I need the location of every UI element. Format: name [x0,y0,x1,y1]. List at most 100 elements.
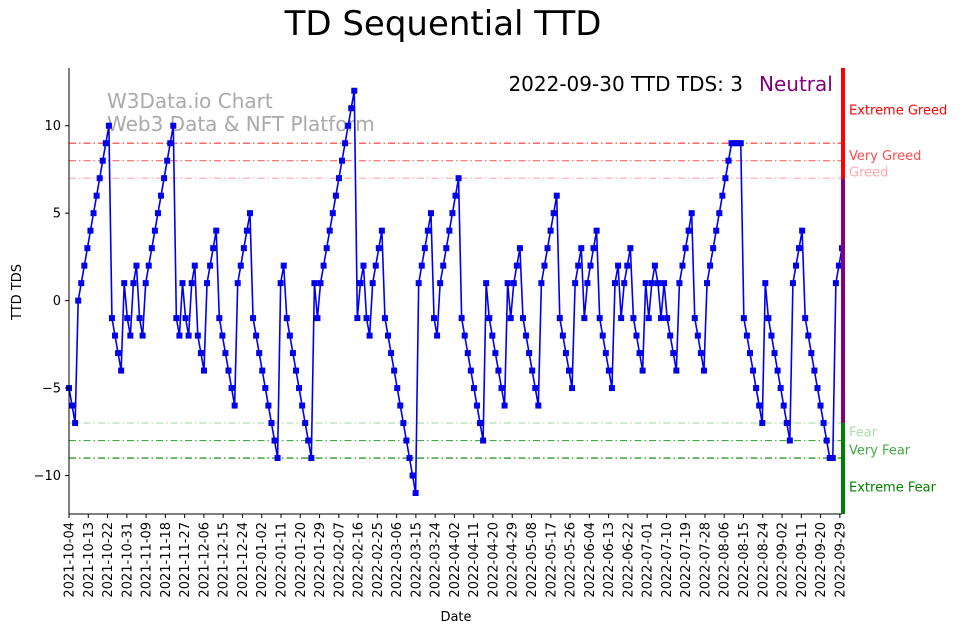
data-point [188,280,195,287]
data-point [682,245,689,252]
x-tick-label: 2022-07-19 [679,522,694,598]
data-point [832,280,839,287]
data-point [308,455,315,462]
data-point [127,332,134,339]
data-point [789,280,796,287]
x-tick-label: 2021-10-31 [120,522,135,598]
data-point [182,315,189,322]
data-point [161,175,168,182]
data-point [240,245,247,252]
data-point [550,210,557,217]
data-point [835,262,842,269]
data-point [725,157,732,164]
data-point [406,455,413,462]
data-point [69,402,76,409]
zone-label: Very Greed [849,149,921,164]
x-tick-label: 2022-05-26 [564,522,579,598]
data-point [713,227,720,234]
data-point [743,332,750,339]
x-tick-label: 2022-06-04 [583,522,598,598]
data-point [268,420,275,427]
data-point [357,280,364,287]
data-point [639,367,646,374]
data-point [204,280,211,287]
data-point [590,245,597,252]
sentiment-bar [841,68,845,514]
data-point [516,245,523,252]
data-point [194,332,201,339]
data-point [593,227,600,234]
data-point [409,472,416,479]
data-point [191,262,198,269]
data-point [823,437,830,444]
x-tick-label: 2022-07-01 [641,522,656,598]
data-point [667,332,674,339]
x-tick-label: 2022-04-29 [506,522,521,598]
data-point [679,262,686,269]
x-tick-label: 2022-07-10 [660,522,675,598]
data-point [618,315,625,322]
data-point [566,367,572,374]
data-point [210,245,217,252]
data-point [820,420,827,427]
data-point [737,140,744,147]
data-point [246,210,253,217]
x-tick-label: 2022-08-24 [756,522,771,598]
x-tick-label: 2022-03-06 [390,522,405,598]
threshold-lines [69,142,842,459]
data-point [658,315,665,322]
data-point [256,350,263,357]
data-point [559,332,566,339]
data-point [351,87,358,94]
data-point [102,140,109,147]
data-point [412,490,419,497]
data-point [228,385,235,392]
x-tick-label: 2022-03-15 [409,522,424,598]
y-tick-label: 5 [53,207,61,222]
data-point [231,402,238,409]
data-point [492,350,499,357]
data-point [151,227,158,234]
y-tick-label: −5 [42,382,61,397]
data-point [299,402,306,409]
data-point [553,192,560,199]
y-tick-label: 10 [44,119,61,134]
data-point [547,227,554,234]
data-point [523,332,530,339]
data-point [72,420,79,427]
data-point [259,367,266,374]
data-point [501,402,508,409]
data-point [280,262,287,269]
data-point [792,262,799,269]
x-axis-label: Date [440,610,471,625]
data-point [510,280,517,287]
data-point [688,210,695,217]
data-point [415,280,422,287]
data-point [587,262,594,269]
data-point [608,385,615,392]
data-point [213,227,220,234]
data-point [283,315,290,322]
data-point [329,210,336,217]
data-point [799,227,806,234]
data-point [421,245,428,252]
data-point [234,280,241,287]
data-point [480,437,487,444]
data-point [250,315,257,322]
data-point [397,402,404,409]
data-point [434,332,441,339]
data-point [654,280,661,287]
data-point [765,315,772,322]
data-point [179,280,186,287]
data-point [612,280,619,287]
data-point [139,332,146,339]
x-tick-label: 2021-12-24 [236,522,251,598]
x-tick-label: 2022-09-02 [776,522,791,598]
data-point [544,245,551,252]
data-point [569,385,576,392]
data-point [535,402,542,409]
x-tick-label: 2021-11-27 [178,522,193,598]
data-point [216,315,223,322]
data-point [624,262,631,269]
data-point [112,332,119,339]
